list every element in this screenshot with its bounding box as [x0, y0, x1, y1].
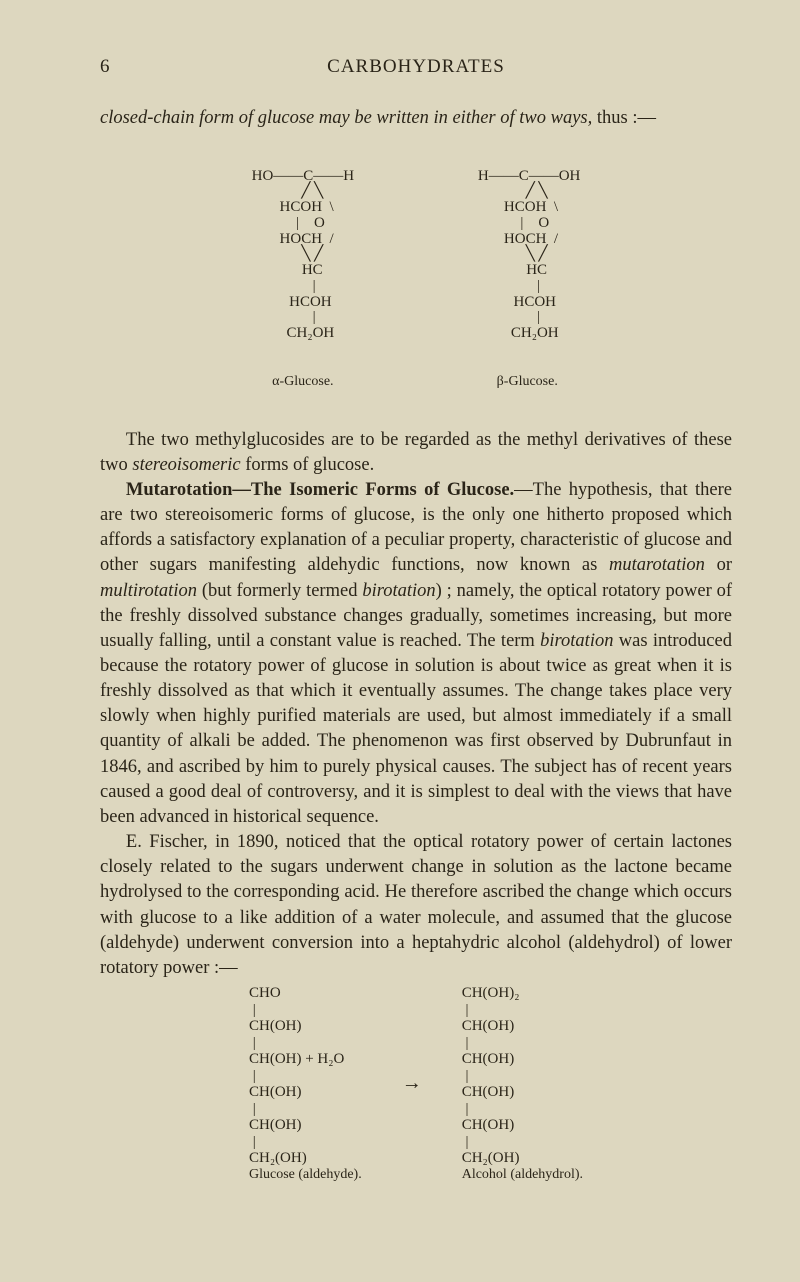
stereoisomeric-italic: stereoisomeric	[132, 455, 240, 475]
birotation-italic-1: birotation	[362, 581, 435, 601]
intro-line: closed-chain form of glucose may be writ…	[100, 106, 732, 131]
mutarotation-italic: mutarotation	[609, 555, 705, 575]
reaction-left-col: CHO | CH(OH) | CH(OH) + H₂O | CH(OH) | C…	[249, 985, 362, 1167]
methyl-para: The two methylglucosides are to be regar…	[100, 428, 732, 478]
reaction-right: CH(OH)₂ | CH(OH) | CH(OH) | CH(OH) | CH(…	[462, 985, 583, 1182]
multirotation-italic: multirotation	[100, 581, 197, 601]
alpha-glucose-structure: HO——C——H ╱ ╲ HCOH \ | O HOCH / ╲ ╱ HC | …	[252, 137, 355, 421]
mutarotation-para: Mutarotation—The Isomeric Forms of Gluco…	[100, 478, 732, 830]
fischer-para: E. Fischer, in 1890, noticed that the op…	[100, 830, 732, 981]
birotation-italic-2: birotation	[540, 631, 613, 651]
alpha-structure-lines: HO——C——H ╱ ╲ HCOH \ | O HOCH / ╲ ╱ HC | …	[252, 169, 355, 342]
structures-row: HO——C——H ╱ ╲ HCOH \ | O HOCH / ╲ ╱ HC | …	[100, 137, 732, 421]
intro-italic: closed-chain form of glucose may be writ…	[100, 108, 592, 128]
reaction-row: CHO | CH(OH) | CH(OH) + H₂O | CH(OH) | C…	[100, 985, 732, 1182]
running-head: CARBOHYDRATES	[100, 56, 732, 78]
header-row: 6 CARBOHYDRATES	[100, 56, 732, 78]
mutarotation-heading: Mutarotation—The Isomeric Forms of Gluco…	[126, 480, 514, 500]
reaction-arrow-icon: →	[402, 1072, 422, 1094]
reaction-right-label: Alcohol (aldehydrol).	[462, 1167, 583, 1182]
reaction-right-col: CH(OH)₂ | CH(OH) | CH(OH) | CH(OH) | CH(…	[462, 985, 583, 1167]
page: 6 CARBOHYDRATES closed-chain form of glu…	[0, 0, 800, 1222]
beta-glucose-structure: H——C——OH ╱ ╲ HCOH \ | O HOCH / ╲ ╱ HC | …	[474, 137, 580, 421]
reaction-left-label: Glucose (aldehyde).	[249, 1167, 362, 1182]
body-text: closed-chain form of glucose may be writ…	[100, 106, 732, 1182]
beta-structure-lines: H——C——OH ╱ ╲ HCOH \ | O HOCH / ╲ ╱ HC | …	[474, 169, 580, 342]
reaction-left: CHO | CH(OH) | CH(OH) + H₂O | CH(OH) | C…	[249, 985, 362, 1182]
alpha-label: α-Glucose.	[252, 375, 355, 390]
beta-label: β-Glucose.	[474, 375, 580, 390]
